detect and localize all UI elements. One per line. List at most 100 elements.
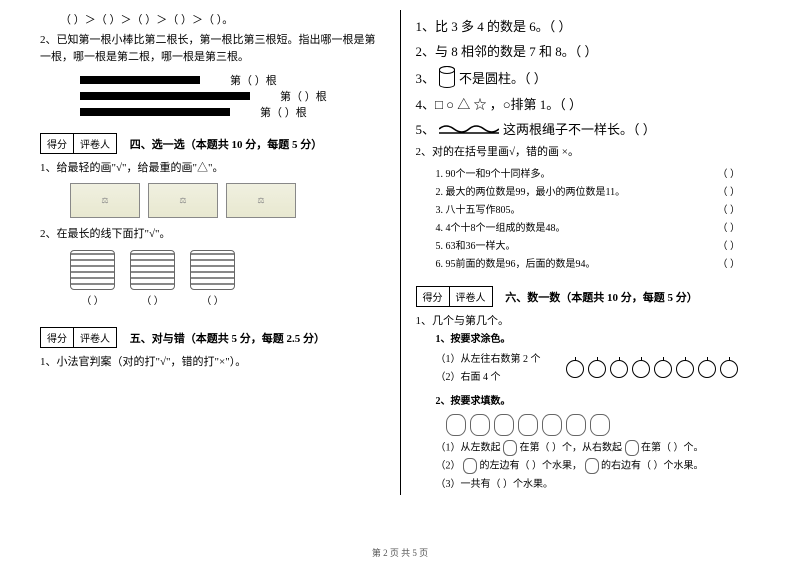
q6-2-2: （2） 的左边有（ ）个水果， 的右边有（ ）个水果。 xyxy=(436,458,761,474)
cylinder-icon xyxy=(439,66,455,88)
coil-img xyxy=(70,250,115,290)
judge-4: 4、□ ○ △ ☆ ，○排第 1。（ ） xyxy=(416,94,761,113)
text: 的右边有（ ）个水果。 xyxy=(601,461,704,472)
bar-1 xyxy=(80,76,200,84)
seesaw-img: ⚖ xyxy=(70,183,140,218)
apple-icon xyxy=(698,360,716,378)
tf-paren: （ ） xyxy=(718,219,741,234)
tf-text: 5. 63和36一样大。 xyxy=(436,237,516,252)
text: 在第（ ）个。 xyxy=(641,442,704,453)
tf-text: 6. 95前面的数是96，后面的数是94。 xyxy=(436,255,596,270)
apple-icon xyxy=(676,360,694,378)
text: 在第（ ）个，从右数起 xyxy=(520,442,623,453)
tf-row: 3. 八十五写作805。 （ ） xyxy=(436,201,761,216)
apple-icon xyxy=(720,360,738,378)
coil-img xyxy=(130,250,175,290)
q4-2: 2、在最长的线下面打"√"。 xyxy=(40,226,385,244)
fruit-inline-icon xyxy=(585,458,599,474)
q5-1: 1、小法官判案（对的打"√"，错的打"×"）。 xyxy=(40,354,385,372)
column-divider xyxy=(400,10,401,495)
apple-icon xyxy=(632,360,650,378)
apple-row xyxy=(566,360,738,378)
fruit-icon xyxy=(470,414,490,436)
tf-text: 1. 90个一和9个十同样多。 xyxy=(436,165,551,180)
fruit-row xyxy=(446,414,761,436)
bar-label-1: 第（ ）根 xyxy=(230,72,277,88)
tf-row: 5. 63和36一样大。 （ ） xyxy=(436,237,761,252)
q6-2: 2、按要求填数。 xyxy=(436,394,761,410)
judge-3-post: 不是圆柱。（ ） xyxy=(459,68,547,87)
q4-1: 1、给最轻的画"√"，给最重的画"△"。 xyxy=(40,160,385,178)
tf-paren: （ ） xyxy=(718,165,741,180)
tf-row: 1. 90个一和9个十同样多。 （ ） xyxy=(436,165,761,180)
tf-text: 3. 八十五写作805。 xyxy=(436,201,521,216)
paren: （ ） xyxy=(70,292,115,307)
score-cell: 评卷人 xyxy=(74,328,116,347)
text: （2） xyxy=(436,461,461,472)
fruit-icon xyxy=(590,414,610,436)
seesaw-row: ⚖ ⚖ ⚖ xyxy=(70,183,385,218)
q6-1-1a: （1）从左往右数第 2 个 xyxy=(436,352,556,368)
seesaw-img: ⚖ xyxy=(226,183,296,218)
apple-icon xyxy=(654,360,672,378)
paren: （ ） xyxy=(190,292,235,307)
apple-icon xyxy=(588,360,606,378)
coil-img xyxy=(190,250,235,290)
tf-paren: （ ） xyxy=(718,201,741,216)
text: （1）从左数起 xyxy=(436,442,501,453)
score-cell: 得分 xyxy=(417,287,450,306)
q6-1: 1、几个与第几个。 xyxy=(416,313,761,331)
bar-3 xyxy=(80,108,230,116)
judge-3: 3、 不是圆柱。（ ） xyxy=(416,66,761,88)
text: 的左边有（ ）个水果， xyxy=(480,461,583,472)
judge-5-post: 这两根绳子不一样长。（ ） xyxy=(503,119,656,138)
seesaw-img: ⚖ xyxy=(148,183,218,218)
q6-2-1: （1）从左数起 在第（ ）个，从右数起 在第（ ）个。 xyxy=(436,440,761,456)
fill-blank: （ ）＞（ ）＞（ ）＞（ ）＞（ ）。 xyxy=(60,12,385,30)
fruit-icon xyxy=(446,414,466,436)
coil-row xyxy=(70,250,385,290)
tf-row: 4. 4个十8个一组成的数是48。 （ ） xyxy=(436,219,761,234)
tf-paren: （ ） xyxy=(718,237,741,252)
fruit-icon xyxy=(566,414,586,436)
judge-5: 5、 这两根绳子不一样长。（ ） xyxy=(416,119,761,138)
fruit-inline-icon xyxy=(463,458,477,474)
fruit-icon xyxy=(518,414,538,436)
score-cell: 评卷人 xyxy=(74,134,116,153)
judge-1: 1、比 3 多 4 的数是 6。（ ） xyxy=(416,16,761,35)
tf-paren: （ ） xyxy=(718,255,741,270)
apple-icon xyxy=(566,360,584,378)
left-column: （ ）＞（ ）＞（ ）＞（ ）＞（ ）。 2、已知第一根小棒比第二根长，第一根比… xyxy=(30,10,395,495)
bar-label-2: 第（ ）根 xyxy=(280,88,327,104)
judge-3-pre: 3、 xyxy=(416,68,436,87)
q6-1-1: 1、按要求涂色。 xyxy=(436,332,761,348)
judge-2: 2、与 8 相邻的数是 7 和 8。（ ） xyxy=(416,41,761,60)
tf-text: 4. 4个十8个一组成的数是48。 xyxy=(436,219,566,234)
paren: （ ） xyxy=(130,292,175,307)
apple-icon xyxy=(610,360,628,378)
score-cell: 得分 xyxy=(41,328,74,347)
right-column: 1、比 3 多 4 的数是 6。（ ） 2、与 8 相邻的数是 7 和 8。（ … xyxy=(406,10,771,495)
bars-group: 第（ ）根 第（ ）根 第（ ）根 xyxy=(80,72,385,120)
q2-text: 2、已知第一根小棒比第二根长，第一根比第三根短。指出哪一根是第一根，哪一根是第二… xyxy=(40,32,385,67)
fruit-inline-icon xyxy=(625,440,639,456)
judge-5-pre: 5、 xyxy=(416,119,436,138)
section-4-title: 四、选一选（本题共 10 分，每题 5 分） xyxy=(130,136,323,152)
q6-2-3: （3）一共有（ ）个水果。 xyxy=(436,477,761,493)
page-footer: 第 2 页 共 5 页 xyxy=(0,546,800,559)
score-cell: 得分 xyxy=(41,134,74,153)
section-6-title: 六、数一数（本题共 10 分，每题 5 分） xyxy=(505,289,698,305)
tf-row: 6. 95前面的数是96，后面的数是94。 （ ） xyxy=(436,255,761,270)
score-box-5: 得分 评卷人 xyxy=(40,327,117,348)
q6-1-1b: （2）右面 4 个 xyxy=(436,370,556,386)
fruit-inline-icon xyxy=(503,440,517,456)
paren-row: （ ） （ ） （ ） xyxy=(70,292,385,307)
tf-text: 2. 最大的两位数是99，最小的两位数是11。 xyxy=(436,183,626,198)
fruit-icon xyxy=(542,414,562,436)
q2-header: 2、对的在括号里画√，错的画 ×。 xyxy=(416,144,761,162)
wavy-icon xyxy=(439,123,499,135)
bar-2 xyxy=(80,92,250,100)
bar-label-3: 第（ ）根 xyxy=(260,104,307,120)
score-cell: 评卷人 xyxy=(450,287,492,306)
tf-row: 2. 最大的两位数是99，最小的两位数是11。（ ） xyxy=(436,183,761,198)
